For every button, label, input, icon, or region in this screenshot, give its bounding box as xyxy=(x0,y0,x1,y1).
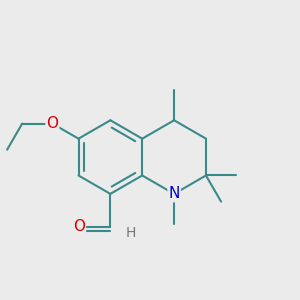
Text: N: N xyxy=(168,186,180,201)
Text: O: O xyxy=(73,220,85,235)
Text: O: O xyxy=(46,116,58,131)
Text: H: H xyxy=(125,226,136,239)
